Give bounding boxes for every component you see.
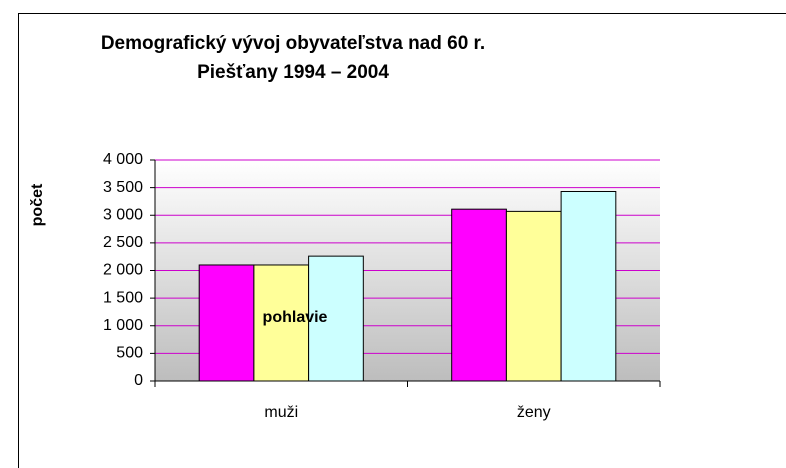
- labels: 0 500 1 000 1 500 2 000 2 500 3 000 3 500 4 000 m…: [103, 151, 661, 421]
- y-axis-label: počet: [29, 183, 46, 226]
- bar: [308, 255, 364, 382]
- y-tick-label: 1 500: [103, 289, 143, 306]
- y-tick-label: 500: [116, 345, 143, 362]
- x-tick-label: ženy: [517, 404, 551, 421]
- y-tick-label: 3 000: [103, 206, 143, 223]
- bar: [505, 210, 562, 382]
- y-tick-label: 1 000: [103, 317, 143, 334]
- bar: [253, 264, 310, 382]
- y-tick-label: 0: [134, 372, 143, 389]
- bar: [198, 264, 255, 382]
- y-tick-label: 2 000: [103, 262, 143, 279]
- bar: [451, 208, 507, 382]
- bar: [560, 190, 617, 382]
- y-tick-label: 2 500: [103, 234, 143, 251]
- y-tick-label: 3 500: [103, 179, 143, 196]
- x-axis-label: pohlavie: [263, 309, 328, 326]
- x-tick-label: muži: [264, 404, 298, 421]
- chart-subtitle: Piešťany 1994 – 2004: [197, 62, 389, 83]
- marks: [155, 159, 660, 382]
- chart-title: Demografický vývoj obyvateľstva nad 60 r…: [101, 33, 485, 54]
- y-tick-label: 4 000: [103, 151, 143, 168]
